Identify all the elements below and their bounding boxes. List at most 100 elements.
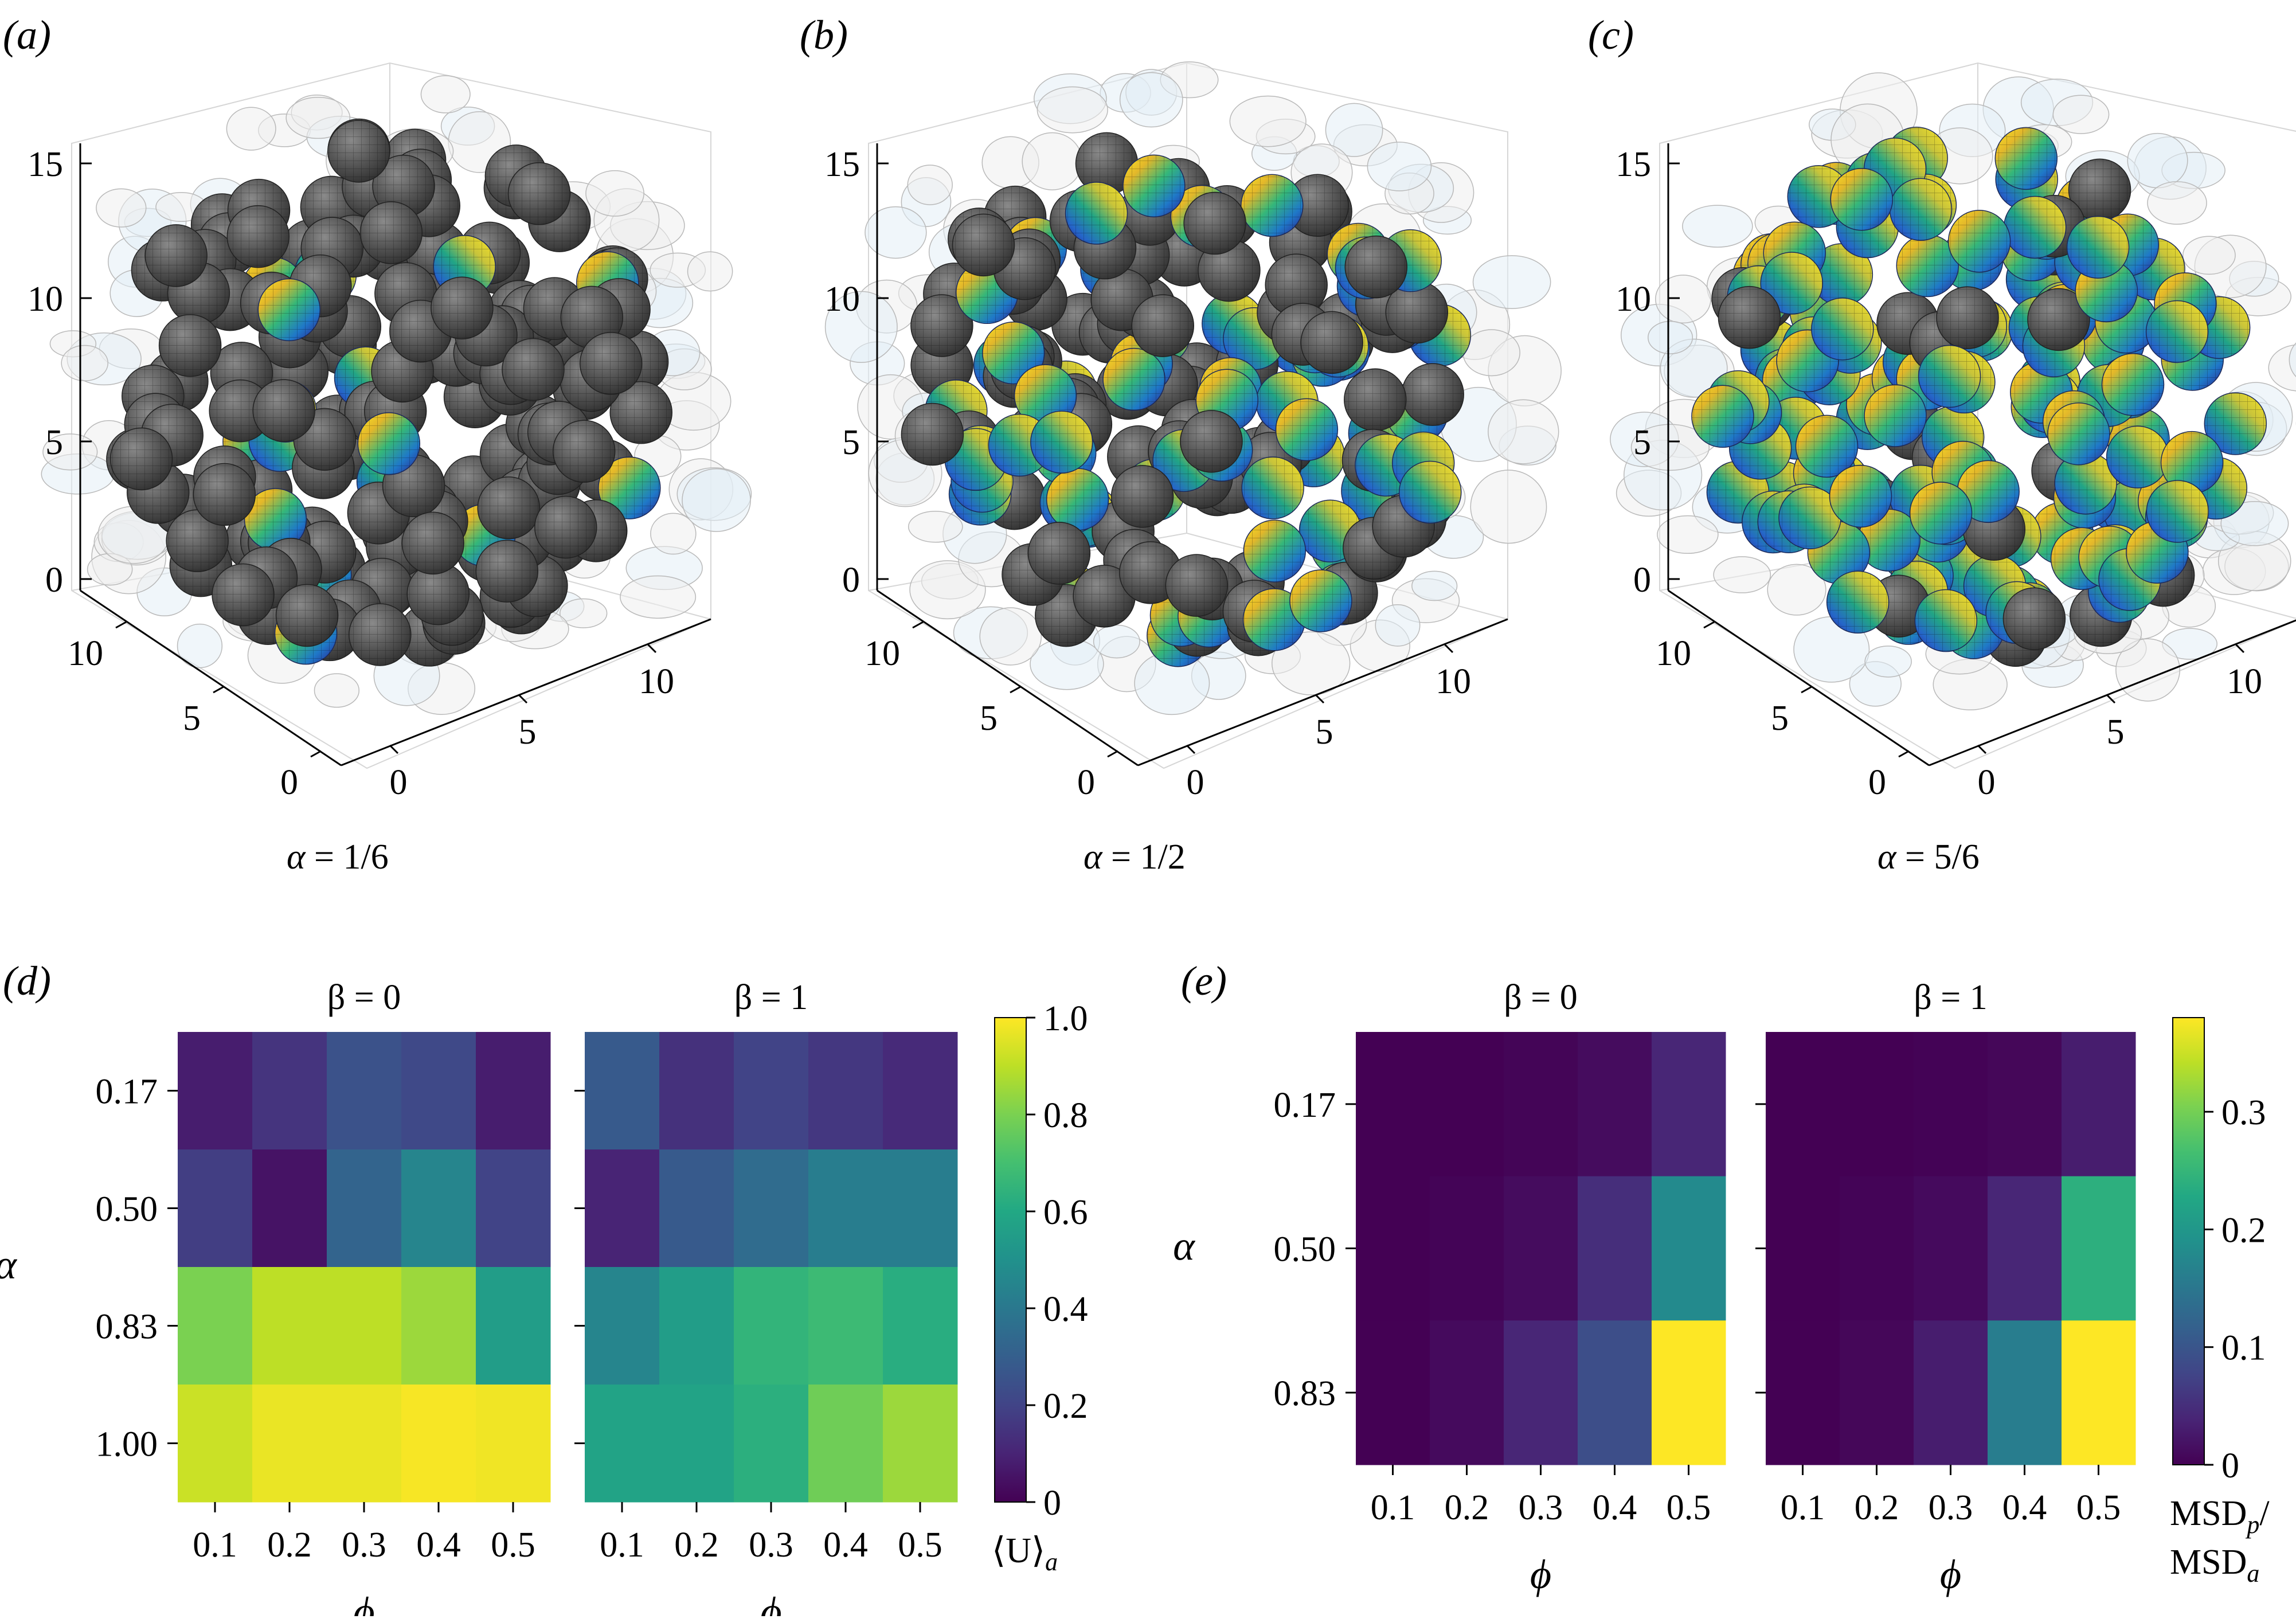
ghost-sphere [2127,132,2188,189]
particle-mesh [534,496,597,558]
x-tick-label: 10 [2227,662,2262,701]
particle-mesh [508,162,570,225]
y-tick [1801,686,1812,694]
ghost-sphere [1119,72,1183,128]
particle-mesh [258,279,320,341]
particle-mesh [1265,254,1328,316]
particle-mesh [2146,480,2209,542]
heatmap-cell [252,1267,327,1385]
ghost-sphere [1411,570,1458,601]
y-tick-label: 5 [183,699,201,738]
particle-mesh [1948,210,2011,272]
y-tick-label: 0.17 [1274,1086,1336,1125]
ghost-sphere [1325,103,1383,157]
z-tick-label: 0 [45,561,63,600]
heatmap-d-beta0: β = 0 0.1 0.2 0.3 0.4 0.5 0.17 0.50 0.83 1.00 ϕ α [0,978,551,1619]
ghost-sphere [2147,181,2207,225]
heatmap-cell [1840,1032,1914,1177]
x-tick-label: 0.4 [2002,1488,2047,1527]
ghost-sphere [61,345,108,381]
x-tick-label: 0.5 [1667,1488,1711,1527]
x-tick-label: 0.5 [491,1526,535,1565]
particle-mesh [358,412,420,475]
y-tick-label: 10 [865,634,900,673]
heatmap-e-beta0: β = 0 0.1 0.2 0.3 0.4 0.5 0.17 0.50 0.83 ϕ α [1173,978,1726,1597]
heatmap-cell [1766,1032,1840,1177]
heatmap-cell [1988,1320,2062,1465]
particle-mesh [1858,509,1920,572]
colorbar-tick-label: 0 [1043,1484,1061,1523]
y-tick-label: 0 [1868,763,1886,802]
particle-mesh [431,277,493,339]
particle-mesh [1918,345,1981,408]
particle-mesh [1241,174,1303,237]
particle-mesh [502,338,564,401]
x-tick-label: 0.4 [823,1526,868,1565]
heatmap-cell [585,1149,660,1268]
particle-mesh [1910,482,1972,545]
y-tick-label: 0 [1077,763,1095,802]
heatmap-cell [1914,1176,1988,1321]
heatmap-cell [808,1032,883,1150]
particle-mesh [1198,239,1260,302]
particle-mesh [2055,452,2117,514]
particle-mesh [1345,236,1407,298]
particle-mesh [2068,159,2131,221]
particle-mesh [166,510,229,572]
ghost-sphere [979,607,1042,666]
particle-mesh [402,512,464,574]
z-tick-label: 15 [1616,145,1651,184]
particle-mesh [212,564,275,626]
particle-mesh [1073,565,1136,627]
x-tick [2235,643,2245,654]
heatmap-cell [1652,1176,1726,1321]
particle-mesh [478,476,540,539]
ghost-sphere [824,291,898,363]
ghost-sphere [1375,604,1421,647]
particle-mesh [1796,415,1858,478]
heatmap-cell [327,1385,402,1503]
particle-mesh [1242,457,1304,519]
x-axis [341,618,711,767]
y-axis [80,589,342,767]
y-tick [310,750,322,758]
z-tick-label: 0 [1633,561,1651,600]
heatmap-cell [401,1032,476,1150]
x-tick-label: 0.1 [1781,1488,1825,1527]
heatmap-cell [401,1149,476,1268]
y-tick [1703,621,1715,629]
x-axis-label: ϕ [353,1589,374,1616]
y-tick [213,686,224,694]
particle-mesh [1811,298,1873,360]
ghost-sphere [2052,95,2110,134]
x-tick-label: 10 [1436,662,1471,701]
particle-mesh [1286,174,1349,237]
particle-mesh [580,332,642,394]
particle-mesh [1399,461,1461,523]
particle-mesh [2106,426,2169,488]
ghost-sphere [285,97,351,139]
heatmap-cell [1430,1032,1504,1177]
heatmap-title: β = 1 [734,978,808,1017]
heatmap-cell [1504,1032,1578,1177]
colorbar-tick-label: 0.8 [1043,1096,1088,1135]
particle-mesh [1718,286,1781,349]
ghost-sphere [1713,556,1771,593]
y-tick-label: 0.83 [1274,1374,1336,1413]
caption-alpha: α = 5/6 [1878,838,1980,877]
particle-mesh [2067,216,2129,279]
x-tick-label: 5 [519,713,537,752]
particle-mesh [1065,182,1128,244]
z-tick-label: 15 [824,145,860,184]
heatmap-cell [734,1385,809,1503]
heatmap-cell [1652,1032,1726,1177]
colorbar-tick-label: 0.6 [1043,1193,1088,1232]
particle-mesh [1386,281,1448,343]
ghost-sphere [560,598,608,628]
particle-mesh [1111,465,1174,527]
x-tick-label: 0.1 [193,1526,237,1565]
x-axis-label: ϕ [1940,1551,1961,1597]
ghost-sphere [177,623,223,668]
heatmap-cell [1578,1176,1652,1321]
z-tick-label: 10 [1616,280,1651,319]
